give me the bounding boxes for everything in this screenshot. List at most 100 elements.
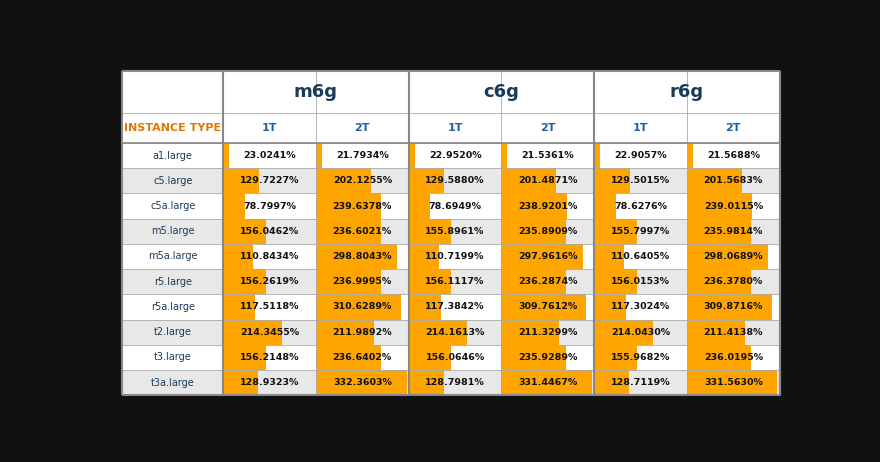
Text: 129.5880%: 129.5880% [425,176,485,185]
Text: 331.4467%: 331.4467% [518,378,577,387]
Bar [408,320,467,345]
Bar [594,143,600,168]
Text: 22.9057%: 22.9057% [614,151,667,160]
Bar [224,219,266,244]
Bar [687,143,693,168]
Bar [224,320,282,345]
Bar [687,345,752,370]
Bar [687,370,777,395]
Text: 214.0430%: 214.0430% [611,328,671,337]
Bar [122,194,780,219]
Text: m6g: m6g [294,84,338,102]
Bar [224,269,266,294]
Bar [502,370,592,395]
Text: 235.9289%: 235.9289% [518,353,577,362]
Bar [502,244,583,269]
Bar [122,168,780,194]
Bar [594,168,629,194]
Bar [408,168,444,194]
Text: 2T: 2T [355,123,370,133]
Text: m5.large: m5.large [151,226,194,236]
Text: 129.7227%: 129.7227% [240,176,299,185]
Text: 201.5683%: 201.5683% [704,176,763,185]
Text: 332.3603%: 332.3603% [333,378,392,387]
Text: 156.2619%: 156.2619% [240,277,299,286]
Text: 1T: 1T [633,123,649,133]
Bar [687,244,768,269]
Bar [408,269,451,294]
Bar [224,370,259,395]
Text: 202.1255%: 202.1255% [333,176,392,185]
Bar [502,345,566,370]
Bar [316,294,400,320]
Bar [594,320,653,345]
Text: 214.1613%: 214.1613% [425,328,485,337]
Text: 155.8961%: 155.8961% [425,227,485,236]
Bar [224,143,230,168]
Text: 21.5361%: 21.5361% [522,151,574,160]
Bar [316,143,322,168]
Text: 236.2874%: 236.2874% [518,277,577,286]
Bar [408,370,444,395]
Text: 298.0689%: 298.0689% [703,252,763,261]
Bar [594,294,627,320]
Text: r5a.large: r5a.large [150,302,194,312]
Bar [408,345,451,370]
Text: 310.6289%: 310.6289% [333,303,392,311]
Bar [408,194,430,219]
Text: c5a.large: c5a.large [150,201,195,211]
Text: 236.6402%: 236.6402% [333,353,392,362]
Text: 211.3299%: 211.3299% [518,328,577,337]
Text: r6g: r6g [670,84,704,102]
Text: 214.3455%: 214.3455% [240,328,299,337]
Bar [502,143,508,168]
Bar [594,345,637,370]
Text: 235.9814%: 235.9814% [704,227,763,236]
Bar [594,244,625,269]
Text: t3a.large: t3a.large [150,377,194,388]
Text: 156.1117%: 156.1117% [425,277,485,286]
Bar [594,269,637,294]
Text: 239.0115%: 239.0115% [704,201,763,211]
Bar [316,219,380,244]
Text: 298.8043%: 298.8043% [333,252,392,261]
Bar [502,269,566,294]
Bar [122,269,780,294]
Bar [316,194,381,219]
Text: 78.6949%: 78.6949% [429,201,481,211]
Text: 297.9616%: 297.9616% [518,252,577,261]
Bar [502,219,566,244]
Bar [687,194,752,219]
Bar [502,194,567,219]
Text: 128.9323%: 128.9323% [240,378,299,387]
Text: 236.9995%: 236.9995% [333,277,392,286]
Text: r5.large: r5.large [154,277,192,287]
Text: 156.0153%: 156.0153% [611,277,670,286]
Bar [687,320,744,345]
Text: 2T: 2T [726,123,741,133]
Bar [224,294,255,320]
Text: 155.7997%: 155.7997% [611,227,671,236]
Text: 129.5015%: 129.5015% [611,176,671,185]
Text: 1T: 1T [447,123,463,133]
Text: t2.large: t2.large [154,327,192,337]
Text: c5.large: c5.large [153,176,193,186]
Text: 211.4138%: 211.4138% [704,328,763,337]
Text: c6g: c6g [483,84,519,102]
Text: 156.2148%: 156.2148% [240,353,299,362]
Text: 21.5688%: 21.5688% [707,151,759,160]
Text: t3.large: t3.large [154,353,192,362]
Text: 117.3024%: 117.3024% [611,303,671,311]
Bar [122,244,780,269]
Text: 309.8716%: 309.8716% [704,303,763,311]
Text: 211.9892%: 211.9892% [333,328,392,337]
Bar [408,294,441,320]
Bar [316,168,371,194]
Text: 110.8434%: 110.8434% [240,252,299,261]
Bar [502,294,586,320]
Text: 156.0646%: 156.0646% [425,353,485,362]
Text: 23.0241%: 23.0241% [243,151,296,160]
Text: 236.6021%: 236.6021% [333,227,392,236]
Text: 309.7612%: 309.7612% [518,303,577,311]
Text: 201.4871%: 201.4871% [518,176,577,185]
